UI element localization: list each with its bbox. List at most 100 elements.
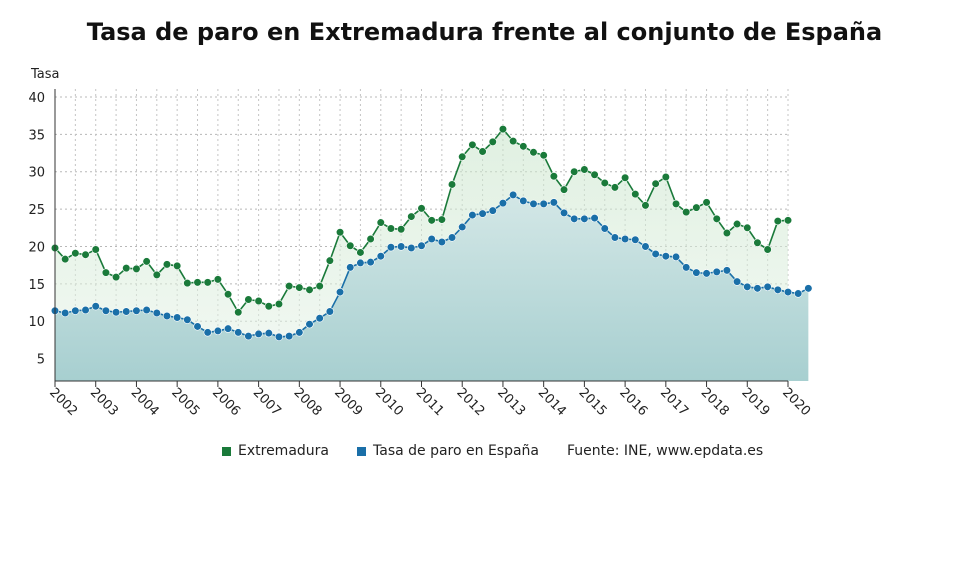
data-point-0-48 <box>539 151 548 160</box>
data-point-1-4 <box>91 302 100 311</box>
data-point-1-65 <box>712 267 721 276</box>
x-tick-label: 2018 <box>698 385 732 419</box>
data-point-0-12 <box>173 261 182 271</box>
series-points <box>50 125 813 342</box>
data-point-0-2 <box>71 249 80 258</box>
data-point-0-40 <box>458 152 467 161</box>
data-point-0-19 <box>244 295 253 304</box>
data-point-1-20 <box>254 329 263 339</box>
data-point-0-47 <box>529 148 538 157</box>
legend-label-espana: Tasa de paro en España <box>373 443 540 459</box>
legend-item-espana[interactable]: Tasa de paro en España <box>357 443 539 459</box>
data-point-1-5 <box>101 306 111 315</box>
data-point-1-54 <box>600 224 609 233</box>
data-point-1-46 <box>519 196 528 205</box>
data-point-0-28 <box>335 228 345 237</box>
data-point-0-63 <box>692 203 701 212</box>
data-point-1-35 <box>407 243 416 253</box>
data-point-1-2 <box>71 306 80 315</box>
x-tick-label: 2016 <box>616 385 650 419</box>
data-point-0-46 <box>519 142 528 151</box>
legend-item-extremadura[interactable]: Extremadura <box>222 443 329 459</box>
data-point-0-25 <box>305 285 314 294</box>
data-point-0-72 <box>783 216 793 225</box>
data-point-0-3 <box>81 250 90 259</box>
y-tick-label: 35 <box>28 128 45 143</box>
data-point-1-44 <box>498 199 508 208</box>
data-point-0-31 <box>366 234 375 244</box>
y-tick-label: 30 <box>28 166 45 181</box>
data-point-0-58 <box>641 201 650 210</box>
data-point-1-41 <box>468 210 477 220</box>
data-point-1-12 <box>173 313 182 322</box>
data-point-0-60 <box>661 172 670 182</box>
data-point-1-62 <box>682 263 691 272</box>
data-point-0-44 <box>498 125 508 134</box>
data-point-1-71 <box>773 285 782 294</box>
data-point-0-32 <box>376 218 385 227</box>
source-note: Fuente: INE, www.epdata.es <box>567 443 764 459</box>
data-point-1-33 <box>386 243 396 252</box>
data-point-0-70 <box>763 245 772 254</box>
data-point-0-22 <box>274 299 284 309</box>
data-point-0-27 <box>325 256 334 265</box>
data-point-1-37 <box>427 234 436 244</box>
data-point-1-29 <box>346 263 355 272</box>
data-point-0-56 <box>621 173 630 182</box>
data-point-1-6 <box>111 308 121 317</box>
area-fills <box>55 129 809 381</box>
data-point-1-13 <box>183 315 192 324</box>
data-point-1-34 <box>397 242 406 251</box>
data-point-1-39 <box>447 233 457 242</box>
data-point-0-42 <box>478 147 487 156</box>
data-point-1-28 <box>335 287 345 297</box>
data-point-1-67 <box>732 277 742 286</box>
data-point-0-18 <box>234 308 243 317</box>
data-point-1-38 <box>437 237 446 247</box>
data-point-0-21 <box>264 302 273 311</box>
legend-swatch-extremadura <box>222 446 231 456</box>
data-point-0-16 <box>213 275 222 284</box>
data-point-1-45 <box>509 190 518 200</box>
x-tick-label: 2011 <box>413 385 447 419</box>
y-tick-label: 5 <box>37 353 45 368</box>
x-tick-label: 2013 <box>494 385 528 419</box>
data-point-1-3 <box>81 305 90 315</box>
data-point-0-7 <box>122 264 131 273</box>
data-point-0-35 <box>407 212 416 221</box>
y-tick-label: 20 <box>28 240 45 255</box>
data-point-1-23 <box>285 332 294 341</box>
x-tick-label: 2019 <box>738 385 772 419</box>
data-point-1-17 <box>223 324 233 333</box>
data-point-1-31 <box>366 258 375 267</box>
data-point-1-57 <box>631 235 640 244</box>
data-point-0-29 <box>346 241 355 250</box>
data-point-1-50 <box>559 208 569 217</box>
x-tick-label: 2003 <box>87 385 121 419</box>
legend: Extremadura Tasa de paro en España Fuent… <box>222 443 763 459</box>
x-tick-label: 2010 <box>372 385 406 419</box>
data-point-0-1 <box>61 255 70 264</box>
x-tick-label: 2009 <box>331 385 365 419</box>
data-point-0-17 <box>223 290 233 299</box>
data-point-0-10 <box>152 270 161 279</box>
data-point-0-20 <box>254 296 263 306</box>
data-point-1-8 <box>132 306 141 315</box>
data-point-1-56 <box>621 234 630 244</box>
data-point-0-54 <box>600 178 609 188</box>
data-point-0-53 <box>590 170 599 179</box>
data-point-0-52 <box>580 165 589 174</box>
data-point-0-23 <box>285 281 294 291</box>
data-point-0-68 <box>743 223 752 232</box>
data-point-0-69 <box>753 238 762 247</box>
data-point-0-38 <box>437 215 446 224</box>
data-point-0-37 <box>427 216 436 225</box>
data-point-1-74 <box>804 284 813 293</box>
data-point-1-66 <box>722 266 732 275</box>
data-point-1-18 <box>234 328 243 337</box>
data-point-0-15 <box>203 278 212 287</box>
x-tick-label: 2007 <box>250 385 284 419</box>
data-point-1-63 <box>692 268 701 277</box>
data-point-0-9 <box>142 257 151 266</box>
y-tick-label: 40 <box>28 91 45 106</box>
